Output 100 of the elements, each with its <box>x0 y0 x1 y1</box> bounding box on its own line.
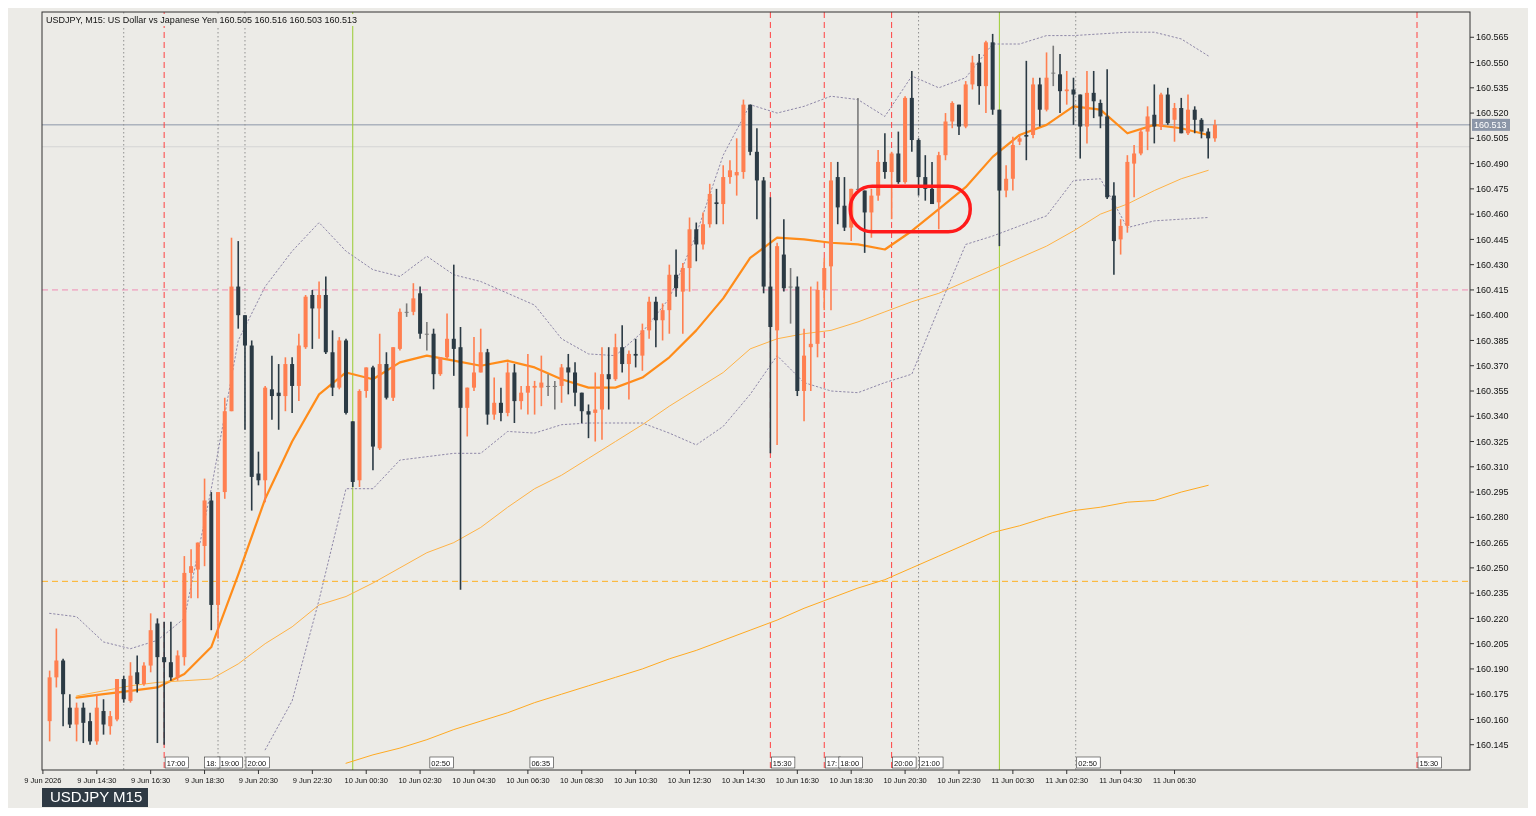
candlestick <box>1212 119 1217 143</box>
candlestick <box>842 176 847 232</box>
candlestick <box>1064 70 1069 106</box>
candlestick <box>54 627 59 689</box>
y-tick-label: 160.235 <box>1476 588 1509 599</box>
y-tick-label: 160.325 <box>1476 436 1509 447</box>
y-tick-label: 160.535 <box>1476 82 1509 93</box>
candlestick <box>317 280 322 340</box>
candlestick <box>700 211 706 251</box>
candlestick <box>175 649 180 682</box>
candlestick <box>108 710 113 736</box>
y-tick-label: 160.220 <box>1476 613 1509 624</box>
candlestick <box>445 312 450 360</box>
candlestick <box>694 221 699 263</box>
candlestick <box>162 620 167 746</box>
ref-line-label: 160.513 <box>1474 120 1507 131</box>
candlestick <box>930 161 935 205</box>
candlestick <box>364 366 369 399</box>
candlestick <box>633 337 638 369</box>
y-tick-label: 160.145 <box>1476 739 1509 750</box>
line-series <box>264 178 1209 751</box>
y-tick-label: 160.430 <box>1476 259 1509 270</box>
candlestick <box>552 380 557 411</box>
candlestick <box>788 267 793 325</box>
y-tick-label: 160.565 <box>1476 32 1509 43</box>
candlestick <box>539 354 544 407</box>
candlestick <box>653 295 658 348</box>
candlestick <box>950 100 955 130</box>
candlestick <box>74 701 79 743</box>
candlestick <box>626 349 631 401</box>
y-tick-label: 160.190 <box>1476 664 1509 675</box>
candlestick <box>67 693 72 729</box>
candlestick <box>81 701 86 744</box>
candlestick <box>1004 164 1009 199</box>
candlestick <box>525 353 530 416</box>
candlestick <box>1185 93 1191 136</box>
candlestick <box>1071 76 1076 126</box>
candlestick <box>1132 144 1137 199</box>
candlestick <box>290 356 295 414</box>
candlestick <box>411 282 416 316</box>
candlestick <box>121 674 126 704</box>
candlestick <box>451 263 456 377</box>
candlestick <box>822 257 827 311</box>
candlestick <box>101 698 106 736</box>
y-tick-label: 160.295 <box>1476 487 1509 498</box>
candlestick <box>573 361 578 407</box>
y-tick-label: 160.550 <box>1476 57 1509 68</box>
y-tick-label: 160.475 <box>1476 184 1509 195</box>
candlestick <box>956 103 961 136</box>
chart-title: USDJPY, M15: US Dollar vs Japanese Yen 160.505 160.516 160.503 160.513 <box>46 15 358 25</box>
y-tick-label: 160.355 <box>1476 386 1509 397</box>
candlestick <box>1091 70 1096 119</box>
candlestick <box>1051 44 1056 87</box>
candlestick <box>1138 127 1143 156</box>
candlestick <box>680 262 685 335</box>
y-tick-label: 160.400 <box>1476 310 1509 321</box>
y-tick-label: 160.175 <box>1476 689 1509 700</box>
candlestick <box>1145 105 1150 151</box>
line-series <box>49 31 1209 650</box>
candlestick <box>269 354 274 421</box>
candlestick <box>882 132 887 180</box>
candlestick <box>1199 117 1204 140</box>
candlestick <box>727 159 732 185</box>
candlestick <box>606 346 611 411</box>
candlestick <box>889 151 894 220</box>
candlestick <box>1172 102 1177 143</box>
candlestick <box>970 55 975 91</box>
candlestick <box>862 189 867 254</box>
text: USDJPY M15 <box>50 788 143 805</box>
candlestick <box>660 302 665 342</box>
candlestick <box>559 363 564 404</box>
candlestick <box>478 327 483 374</box>
candlestick <box>498 386 503 423</box>
candlestick <box>1098 98 1103 130</box>
y-tick-label: 160.490 <box>1476 158 1509 169</box>
candlestick <box>88 711 93 746</box>
candlestick <box>566 353 571 396</box>
candlestick <box>438 356 443 377</box>
candlestick <box>579 391 584 424</box>
y-tick-label: 160.265 <box>1476 537 1509 548</box>
y-tick-label: 160.160 <box>1476 714 1509 725</box>
candlestick <box>714 188 719 226</box>
y-tick-label: 160.340 <box>1476 411 1509 422</box>
candlestick <box>519 385 524 411</box>
candlestick <box>674 248 679 298</box>
candlestick <box>310 289 315 350</box>
candlestick <box>168 620 173 682</box>
candlestick <box>471 336 477 392</box>
candlestick <box>424 321 429 352</box>
y-tick-label: 160.460 <box>1476 209 1509 220</box>
candlestick <box>532 380 537 416</box>
y-tick-label: 160.280 <box>1476 512 1509 523</box>
candlestick <box>620 324 625 374</box>
candlestick <box>492 376 497 421</box>
candlestick <box>465 386 470 438</box>
candlestick <box>1024 60 1029 162</box>
y-tick-label: 160.520 <box>1476 108 1509 119</box>
candlestick <box>189 548 194 599</box>
y-tick-label: 160.505 <box>1476 133 1509 144</box>
y-tick-label: 160.370 <box>1476 360 1509 371</box>
